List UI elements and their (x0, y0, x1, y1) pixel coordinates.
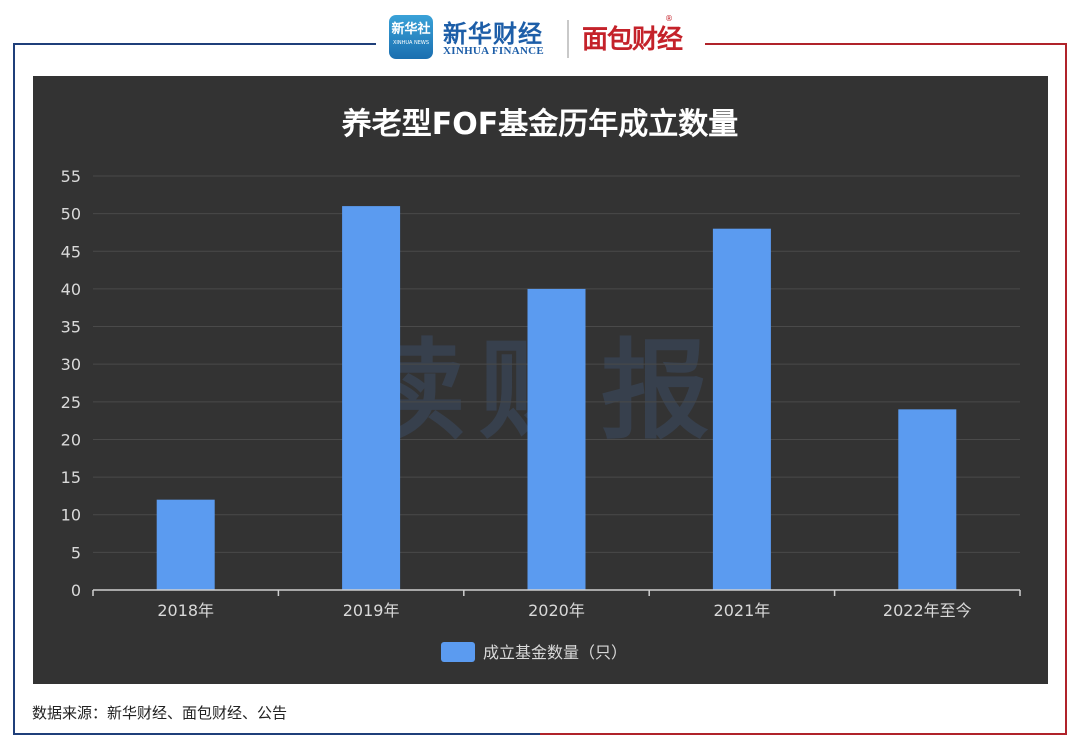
xinhua-badge-subtext: XINHUA NEWS (392, 40, 430, 46)
y-tick-label: 50 (61, 205, 81, 224)
bar (156, 499, 215, 590)
y-tick-label: 45 (61, 242, 81, 261)
y-tick-label: 15 (61, 468, 81, 487)
bar (527, 288, 586, 590)
frame-border-top-left (13, 43, 376, 45)
legend-label[interactable]: 成立基金数量（只） (483, 643, 627, 662)
y-tick-label: 25 (61, 393, 81, 412)
x-axis-ticks: 2018年 2019年 2020年 2021年 2022年至今 (157, 601, 971, 620)
x-tick-label: 2019年 (343, 601, 400, 620)
frame-border-top-right (705, 43, 1067, 45)
x-tick-label: 2018年 (157, 601, 214, 620)
frame-border-bottom-right (540, 733, 1067, 735)
chart-title: 养老型FOF基金历年成立数量 (342, 107, 739, 142)
bars (156, 206, 957, 591)
xinhua-finance-english: XINHUA FINANCE (443, 45, 545, 57)
y-tick-label: 20 (61, 430, 81, 449)
y-tick-label: 40 (61, 280, 81, 299)
x-tick-label: 2022年至今 (883, 601, 972, 620)
frame-border-bottom-left (13, 733, 553, 735)
y-tick-label: 5 (71, 543, 81, 562)
frame-border-right (1065, 43, 1067, 735)
frame-border-left (13, 43, 15, 735)
y-tick-label: 55 (61, 167, 81, 186)
bar (342, 206, 401, 591)
xinhua-finance-logo-text: 新华财经 (443, 19, 543, 48)
xinhua-badge-logo: 新华社 XINHUA NEWS (389, 15, 433, 59)
x-axis (92, 589, 1021, 596)
y-tick-label: 10 (61, 506, 81, 525)
y-tick-label: 0 (71, 581, 81, 600)
registered-mark: ® (665, 14, 673, 23)
legend[interactable]: 成立基金数量（只） (441, 642, 627, 662)
bar (712, 228, 771, 590)
mianbao-finance-logo: 面包财经 (582, 25, 683, 55)
y-tick-label: 35 (61, 318, 81, 337)
x-tick-label: 2021年 (714, 601, 771, 620)
xinhua-badge-text: 新华社 (391, 22, 431, 37)
y-axis-ticks: 0 5 10 15 20 25 30 35 40 45 50 55 (61, 167, 81, 600)
chart-panel: 读财报 养老型FOF基金历年成立数量 051015202530354045505… (33, 76, 1048, 684)
x-tick-label: 2020年 (528, 601, 585, 620)
logo-separator (567, 20, 569, 58)
bar-chart: 读财报 养老型FOF基金历年成立数量 051015202530354045505… (61, 107, 1021, 662)
legend-swatch[interactable] (441, 642, 475, 662)
header-logos: 新华社 XINHUA NEWS 新华财经 XINHUA FINANCE 面包财经… (385, 12, 705, 62)
bar (898, 409, 957, 590)
data-source-note: 数据来源：新华财经、面包财经、公告 (32, 704, 288, 722)
y-tick-label: 30 (61, 355, 81, 374)
